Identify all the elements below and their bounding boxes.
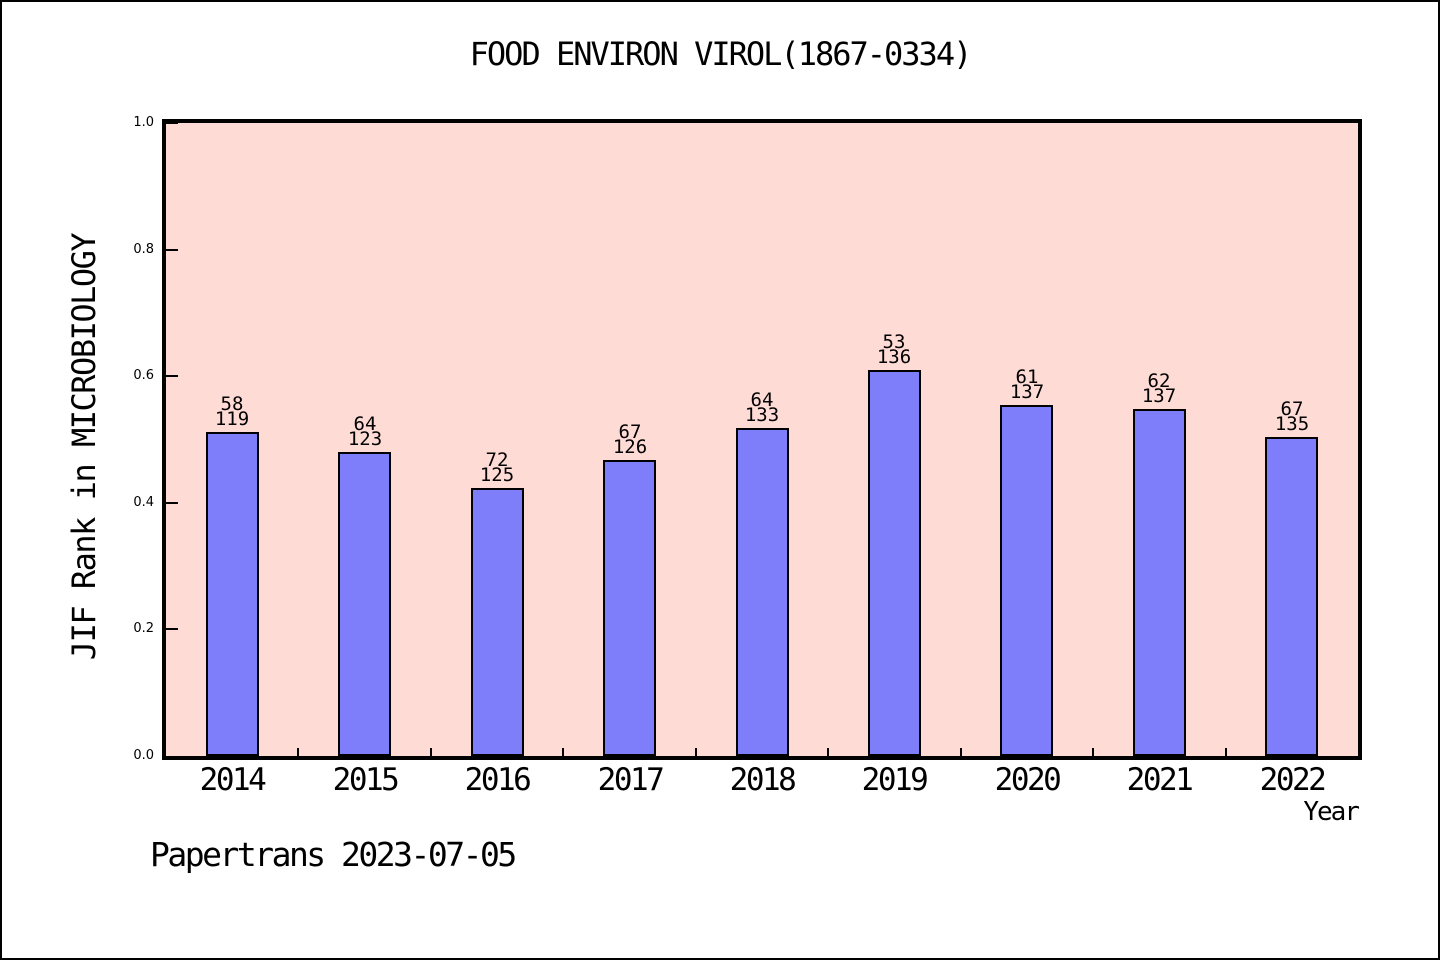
y-tick xyxy=(166,502,178,504)
y-tick-label: 0.2 xyxy=(133,621,154,636)
bar-value-label-2017: 67 126 xyxy=(612,420,648,459)
bar-value-label-2020: 61 137 xyxy=(1009,365,1045,404)
x-minor-tick xyxy=(960,748,962,756)
x-minor-tick xyxy=(695,748,697,756)
y-tick xyxy=(166,249,178,251)
y-axis-label: JIF Rank in MICROBIOLOGY xyxy=(65,233,103,661)
bar-value-label-2016: 72 125 xyxy=(479,448,515,487)
bar-2020 xyxy=(1000,405,1053,756)
bar-value-label-2014: 58 119 xyxy=(214,392,250,431)
x-tick-label-2022: 2022 xyxy=(1259,762,1327,798)
y-tick xyxy=(166,122,178,124)
bar-2015 xyxy=(338,452,391,756)
y-tick xyxy=(166,628,178,630)
footer-text: Papertrans 2023-07-05 xyxy=(150,835,517,874)
y-tick-label: 1.0 xyxy=(133,115,154,130)
x-minor-tick xyxy=(827,748,829,756)
x-minor-tick xyxy=(430,748,432,756)
chart-title: FOOD ENVIRON VIROL(1867-0334) xyxy=(469,35,973,73)
y-tick-label: 0.8 xyxy=(133,242,154,257)
bar-2022 xyxy=(1265,437,1318,756)
y-tick-label: 0.4 xyxy=(133,495,154,510)
y-tick-label: 0.6 xyxy=(133,368,154,383)
bar-2019 xyxy=(868,370,921,756)
bar-2016 xyxy=(471,488,524,756)
bar-2018 xyxy=(736,428,789,756)
plot-area: 58 119 64 123 72 125 67 126 64 133 53 136 61 1… xyxy=(162,119,1362,760)
bar-2014 xyxy=(206,432,259,756)
x-tick-label-2018: 2018 xyxy=(729,762,797,798)
bar-2017 xyxy=(603,460,656,756)
x-tick-label-2020: 2020 xyxy=(994,762,1062,798)
x-axis-label: Year xyxy=(1303,797,1360,827)
bar-value-label-2022: 67 135 xyxy=(1274,397,1310,436)
x-tick-label-2014: 2014 xyxy=(199,762,267,798)
x-tick-label-2016: 2016 xyxy=(464,762,532,798)
x-minor-tick xyxy=(562,748,564,756)
bar-value-label-2018: 64 133 xyxy=(744,388,780,427)
x-tick-label-2017: 2017 xyxy=(597,762,665,798)
bar-2021 xyxy=(1133,409,1186,756)
x-minor-tick xyxy=(1092,748,1094,756)
bar-value-label-2021: 62 137 xyxy=(1141,369,1177,408)
x-minor-tick xyxy=(297,748,299,756)
y-tick xyxy=(166,375,178,377)
bar-value-label-2019: 53 136 xyxy=(876,330,912,369)
x-tick-label-2015: 2015 xyxy=(332,762,400,798)
x-minor-tick xyxy=(1225,748,1227,756)
y-tick-label: 0.0 xyxy=(133,748,154,763)
bar-value-label-2015: 64 123 xyxy=(347,412,383,451)
x-tick-label-2021: 2021 xyxy=(1126,762,1194,798)
x-tick-label-2019: 2019 xyxy=(861,762,929,798)
